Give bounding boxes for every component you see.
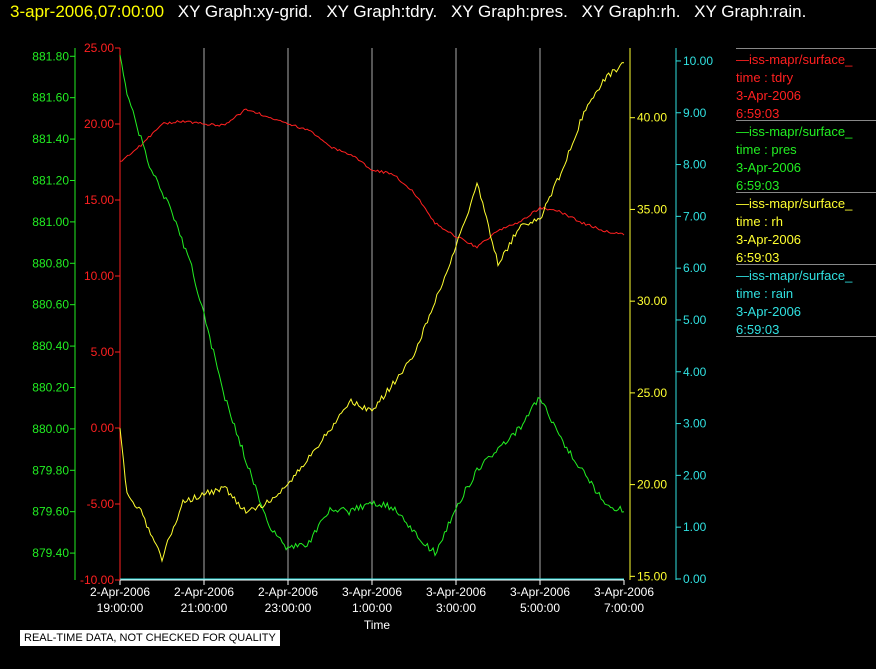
pres-tick-label: 881.40 [32,132,69,146]
legend: —iss-mapr/surface_ time : tdry 3-Apr-200… [736,48,876,337]
rh-tick-label: 20.00 [637,478,667,492]
rh-tick-label: 30.00 [637,294,667,308]
x-tick-label-time: 1:00:00 [352,601,392,615]
quality-disclaimer: REAL-TIME DATA, NOT CHECKED FOR QUALITY [20,630,280,646]
rain-tick-label: 0.00 [683,572,707,586]
x-tick-label-time: 21:00:00 [181,601,228,615]
x-tick-label-date: 3-Apr-2006 [594,585,654,599]
pres-tick-label: 881.60 [32,91,69,105]
x-tick-label-date: 3-Apr-2006 [342,585,402,599]
rain-tick-label: 1.00 [683,520,707,534]
timestamp: 3-apr-2006,07:00:00 [10,2,165,21]
x-tick-label-date: 3-Apr-2006 [510,585,570,599]
rain-tick-label: 4.00 [683,365,707,379]
legend-source: —iss-mapr/surface_ [736,124,853,139]
rh-tick-label: 40.00 [637,111,667,125]
pres-tick-label: 880.40 [32,339,69,353]
legend-source: —iss-mapr/surface_ [736,196,853,211]
legend-variable: time : tdry [736,70,794,85]
tdry-tick-label: 5.00 [91,345,115,359]
rain-tick-label: 7.00 [683,209,707,223]
x-axis-label: Time [364,618,391,632]
rain-tick-label: 10.00 [683,54,713,68]
legend-entry-rain[interactable]: —iss-mapr/surface_ time : rain 3-Apr-200… [736,264,876,337]
legend-time: 6:59:03 [736,106,780,121]
x-tick-label-time: 23:00:00 [265,601,312,615]
pres-tick-label: 880.60 [32,298,69,312]
pres-tick-label: 880.80 [32,256,69,270]
legend-time: 6:59:03 [736,250,780,265]
rain-tick-label: 3.00 [683,417,707,431]
legend-time: 6:59:03 [736,322,780,337]
pres-tick-label: 880.20 [32,380,69,394]
rain-tick-label: 8.00 [683,158,707,172]
x-tick-label-time: 5:00:00 [520,601,560,615]
graph-title-xy-grid: XY Graph:xy-grid. [177,2,313,21]
legend-entry-pres[interactable]: —iss-mapr/surface_ time : pres 3-Apr-200… [736,120,876,193]
rh-tick-label: 35.00 [637,202,667,216]
series-line-tdry [119,108,625,249]
x-tick-label-date: 2-Apr-2006 [90,585,150,599]
legend-source: —iss-mapr/surface_ [736,52,853,67]
series-line-rh [119,62,625,563]
graph-title-pres: XY Graph:pres. [450,2,568,21]
legend-variable: time : rh [736,214,783,229]
tdry-tick-label: 25.00 [84,41,114,55]
x-tick-label-date: 2-Apr-2006 [174,585,234,599]
legend-date: 3-Apr-2006 [736,232,802,247]
legend-variable: time : pres [736,142,797,157]
rain-tick-label: 2.00 [683,468,707,482]
rain-tick-label: 5.00 [683,313,707,327]
tdry-tick-label: -5.00 [87,497,115,511]
tdry-tick-label: 20.00 [84,117,114,131]
x-tick-label-time: 7:00:00 [604,601,644,615]
graph-title-tdry: XY Graph:tdry. [326,2,438,21]
pres-tick-label: 879.40 [32,546,69,560]
graph-title-rh: XY Graph:rh. [581,2,681,21]
pres-tick-label: 879.80 [32,463,69,477]
rain-tick-label: 6.00 [683,261,707,275]
graph-title-rain: XY Graph:rain. [694,2,807,21]
rh-tick-label: 25.00 [637,386,667,400]
tdry-tick-label: 0.00 [91,421,115,435]
x-tick-label-time: 3:00:00 [436,601,476,615]
pres-tick-label: 879.60 [32,505,69,519]
tdry-tick-label: 15.00 [84,193,114,207]
legend-date: 3-Apr-2006 [736,160,802,175]
x-tick-label-date: 3-Apr-2006 [426,585,486,599]
legend-date: 3-Apr-2006 [736,88,802,103]
rain-tick-label: 9.00 [683,106,707,120]
header-bar: 3-apr-2006,07:00:00 XY Graph:xy-grid. XY… [10,2,806,22]
x-tick-label-date: 2-Apr-2006 [258,585,318,599]
pres-tick-label: 880.00 [32,422,69,436]
legend-date: 3-Apr-2006 [736,304,802,319]
x-tick-label-time: 19:00:00 [97,601,144,615]
legend-time: 6:59:03 [736,178,780,193]
legend-entry-tdry[interactable]: —iss-mapr/surface_ time : tdry 3-Apr-200… [736,48,876,121]
pres-tick-label: 881.20 [32,173,69,187]
tdry-tick-label: -10.00 [80,573,114,587]
tdry-tick-label: 10.00 [84,269,114,283]
legend-source: —iss-mapr/surface_ [736,268,853,283]
pres-tick-label: 881.80 [32,49,69,63]
legend-variable: time : rain [736,286,794,301]
legend-entry-rh[interactable]: —iss-mapr/surface_ time : rh 3-Apr-2006 … [736,192,876,265]
series-line-pres [119,54,625,557]
pres-tick-label: 881.00 [32,215,69,229]
rh-tick-label: 15.00 [637,569,667,583]
